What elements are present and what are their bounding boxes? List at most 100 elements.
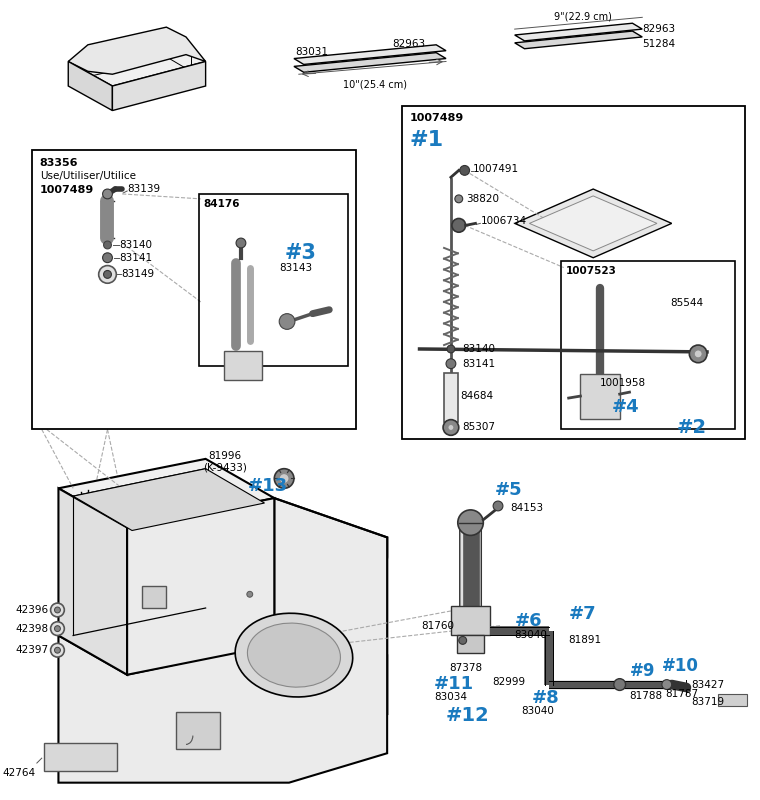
Circle shape (51, 622, 65, 635)
Polygon shape (112, 62, 206, 110)
Text: 82963: 82963 (392, 38, 425, 49)
Circle shape (51, 643, 65, 657)
Circle shape (662, 680, 672, 690)
Bar (32, 150, 356, 430)
Circle shape (55, 607, 60, 613)
Bar (581, 374, 619, 418)
Circle shape (274, 469, 294, 488)
Circle shape (460, 166, 470, 175)
Circle shape (694, 350, 702, 358)
Text: 83149: 83149 (122, 270, 154, 279)
Text: 83031: 83031 (295, 46, 328, 57)
Bar (402, 106, 746, 439)
Text: 81788: 81788 (629, 691, 663, 702)
Text: #10: #10 (662, 657, 698, 674)
Text: (K-9433): (K-9433) (204, 462, 247, 473)
Circle shape (103, 189, 112, 199)
Polygon shape (59, 498, 387, 782)
Bar (44, 743, 117, 771)
Circle shape (614, 678, 625, 690)
Circle shape (493, 501, 503, 511)
Text: 1006734: 1006734 (480, 217, 527, 226)
Text: 84153: 84153 (510, 503, 543, 513)
Circle shape (247, 591, 253, 598)
Text: #13: #13 (248, 477, 288, 494)
Text: 1007523: 1007523 (565, 266, 616, 275)
Text: 82963: 82963 (642, 24, 676, 34)
Bar (176, 712, 220, 750)
Polygon shape (68, 27, 206, 74)
Circle shape (443, 420, 459, 435)
Circle shape (454, 195, 463, 202)
Text: 9"(22.9 cm): 9"(22.9 cm) (554, 11, 612, 22)
Circle shape (452, 218, 466, 232)
Text: 84176: 84176 (204, 199, 240, 209)
Text: 84684: 84684 (461, 391, 494, 401)
Circle shape (446, 358, 456, 369)
Text: 83427: 83427 (692, 679, 724, 690)
FancyBboxPatch shape (460, 521, 481, 608)
Circle shape (103, 253, 112, 262)
Circle shape (279, 314, 295, 330)
Polygon shape (294, 53, 446, 72)
Polygon shape (294, 45, 446, 65)
Polygon shape (68, 37, 206, 86)
Text: 38820: 38820 (467, 194, 499, 204)
Circle shape (689, 345, 707, 362)
Text: Use/Utiliser/Utilice: Use/Utiliser/Utilice (40, 171, 136, 182)
Bar (451, 606, 490, 635)
Polygon shape (515, 31, 642, 49)
Circle shape (279, 474, 289, 483)
Text: #12: #12 (446, 706, 489, 725)
Circle shape (103, 241, 112, 249)
Text: 83140: 83140 (463, 344, 496, 354)
Text: 83143: 83143 (279, 262, 312, 273)
Text: 1001958: 1001958 (600, 378, 646, 389)
Text: 83140: 83140 (119, 240, 152, 250)
Text: 83141: 83141 (119, 253, 153, 262)
Text: 83356: 83356 (40, 158, 78, 168)
Text: 81891: 81891 (568, 635, 602, 646)
Text: 83139: 83139 (127, 184, 160, 194)
Polygon shape (59, 488, 127, 674)
Polygon shape (515, 23, 642, 41)
Text: #1: #1 (410, 130, 444, 150)
Text: #4: #4 (612, 398, 639, 416)
Polygon shape (68, 62, 112, 110)
Text: #5: #5 (495, 482, 523, 499)
Text: 87378: 87378 (449, 663, 482, 673)
Text: #6: #6 (515, 612, 543, 630)
Circle shape (458, 510, 483, 535)
Text: #11: #11 (434, 674, 474, 693)
Text: 51284: 51284 (642, 39, 676, 49)
Text: 81787: 81787 (665, 690, 698, 699)
Polygon shape (515, 189, 672, 258)
Text: 1007491: 1007491 (473, 165, 518, 174)
Text: #9: #9 (629, 662, 655, 680)
Polygon shape (127, 616, 387, 714)
Text: #7: #7 (568, 605, 597, 622)
Bar (199, 194, 348, 366)
Ellipse shape (235, 614, 353, 697)
Bar (224, 351, 261, 380)
Text: 1007489: 1007489 (40, 185, 94, 195)
Text: 1007489: 1007489 (410, 114, 464, 123)
Text: 85544: 85544 (671, 298, 704, 308)
Text: 83719: 83719 (692, 698, 724, 707)
Circle shape (51, 603, 65, 617)
Bar (717, 694, 747, 706)
Bar (457, 635, 484, 653)
Circle shape (103, 270, 112, 278)
Bar (444, 373, 458, 422)
Circle shape (447, 345, 454, 353)
Circle shape (55, 647, 60, 653)
Polygon shape (59, 459, 274, 527)
Text: #3: #3 (285, 243, 317, 263)
Text: 83040: 83040 (521, 706, 555, 716)
Text: 83034: 83034 (434, 692, 467, 702)
Polygon shape (127, 538, 387, 743)
Polygon shape (73, 469, 264, 530)
Bar (142, 586, 166, 608)
Text: 81996: 81996 (209, 451, 242, 461)
Text: 42396: 42396 (15, 605, 49, 615)
